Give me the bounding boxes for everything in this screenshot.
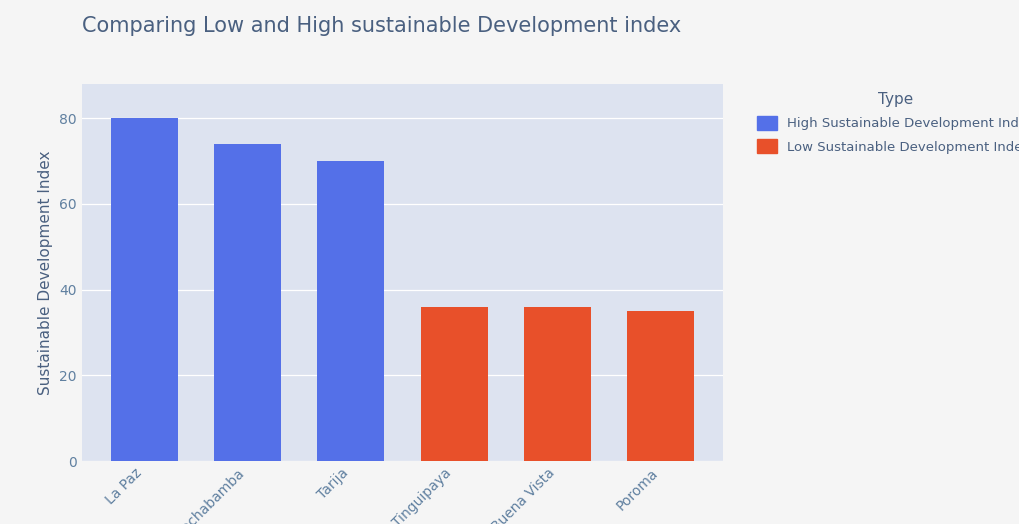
Bar: [627, 311, 694, 461]
Legend: High Sustainable Development Index, Low Sustainable Development Index: High Sustainable Development Index, Low …: [750, 85, 1019, 160]
Bar: [317, 161, 384, 461]
Bar: [214, 144, 281, 461]
Bar: [524, 307, 591, 461]
Y-axis label: Sustainable Development Index: Sustainable Development Index: [39, 150, 53, 395]
Bar: [111, 118, 178, 461]
Bar: [421, 307, 488, 461]
Text: Comparing Low and High sustainable Development index: Comparing Low and High sustainable Devel…: [82, 16, 681, 36]
